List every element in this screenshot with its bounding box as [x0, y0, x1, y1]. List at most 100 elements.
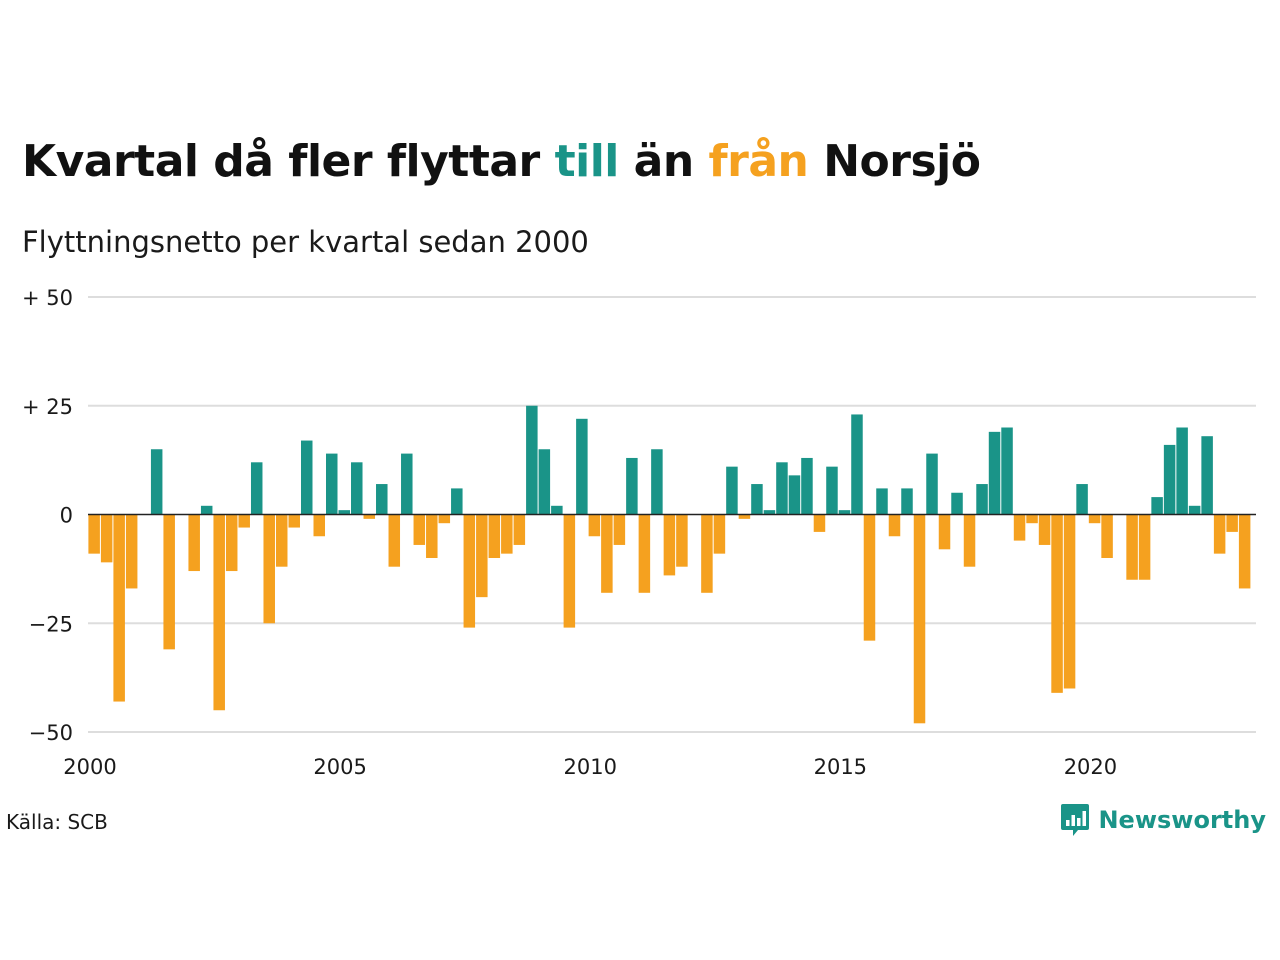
chart-subtitle: Flyttningsnetto per kvartal sedan 2000: [22, 225, 589, 259]
bar: [225, 514, 238, 572]
bar: [763, 510, 776, 515]
y-tick-label: 0: [60, 504, 73, 528]
bar: [488, 514, 501, 558]
bar: [1126, 514, 1138, 580]
bar: [913, 514, 926, 724]
bar: [163, 514, 175, 650]
bar: [1013, 514, 1026, 541]
bar: [863, 514, 876, 641]
bar: [551, 505, 563, 515]
y-axis-labels: −50 −25 0 + 25 + 50: [22, 286, 73, 745]
bar: [676, 514, 688, 567]
y-tick-label: + 25: [22, 395, 73, 419]
bar: [563, 514, 576, 628]
bar: [526, 405, 538, 515]
bar: [1026, 514, 1038, 524]
bar: [1138, 514, 1151, 580]
bar: [275, 514, 288, 567]
bar: [1001, 427, 1013, 515]
bar: [288, 514, 300, 528]
bar: [388, 514, 401, 567]
bar: [351, 462, 363, 515]
bar: [1038, 514, 1051, 545]
bar: [888, 514, 901, 537]
bar: [250, 462, 263, 515]
bar: [451, 488, 463, 515]
title-fran: från: [708, 136, 809, 187]
bar: [300, 440, 313, 515]
bar: [713, 514, 726, 554]
x-tick-label: 2015: [814, 755, 867, 779]
bar: [576, 418, 588, 515]
bar: [413, 514, 426, 545]
title-till: till: [554, 136, 620, 187]
chart-title: Kvartal då fler flyttar till än från Nor…: [22, 134, 981, 190]
bar: [938, 514, 951, 550]
bar: [326, 453, 338, 515]
y-tick-label: + 50: [22, 286, 73, 310]
bar: [801, 457, 813, 515]
bar: [926, 453, 938, 515]
bar: [1101, 514, 1113, 558]
bar: [601, 514, 613, 593]
x-tick-label: 2000: [63, 755, 116, 779]
bar: [1076, 484, 1088, 515]
bar: [401, 453, 413, 515]
brand-name: Newsworthy: [1098, 806, 1266, 834]
x-axis-labels: 2000 2005 2010 2015 2020: [63, 755, 1117, 779]
bar: [813, 514, 826, 532]
bar: [1201, 436, 1213, 515]
bar: [851, 414, 863, 515]
source-note: Källa: SCB: [6, 810, 108, 834]
bar: [988, 431, 1001, 515]
bar: [263, 514, 275, 624]
title-part-3: Norsjö: [808, 136, 981, 187]
bar: [438, 514, 451, 524]
bar: [901, 488, 913, 515]
bar: [213, 514, 225, 711]
bar: [188, 514, 200, 572]
bars: [88, 405, 1251, 724]
bar-chart: −50 −25 0 + 25 + 50 2000 2005 2010 2015 2020: [22, 286, 1256, 779]
bar: [100, 514, 113, 563]
bar: [238, 514, 250, 528]
bar: [701, 514, 713, 593]
bar: [150, 449, 163, 515]
bar: [1226, 514, 1238, 532]
bar: [963, 514, 976, 567]
bar: [826, 466, 838, 515]
bar: [426, 514, 438, 558]
bar: [626, 457, 638, 515]
bar: [538, 449, 551, 515]
bar: [663, 514, 676, 576]
bar: [376, 484, 388, 515]
x-tick-label: 2010: [563, 755, 616, 779]
x-tick-label: 2005: [313, 755, 366, 779]
title-part-2: än: [618, 136, 709, 187]
bar: [838, 510, 851, 515]
bar: [1151, 497, 1163, 515]
bar: [726, 466, 738, 515]
bar: [1063, 514, 1076, 689]
bar: [363, 514, 376, 519]
bar: [200, 505, 213, 515]
y-tick-label: −25: [29, 612, 73, 636]
bar: [1088, 514, 1101, 524]
bar: [951, 492, 963, 515]
bar: [738, 514, 751, 519]
bar: [638, 514, 651, 593]
bar: [476, 514, 488, 598]
bar: [651, 449, 663, 515]
bar: [1213, 514, 1226, 554]
bar: [113, 514, 125, 702]
bar: [463, 514, 476, 628]
bar: [1051, 514, 1063, 693]
x-tick-label: 2020: [1064, 755, 1117, 779]
bar: [338, 510, 351, 515]
bar: [1176, 427, 1188, 515]
title-part-1: Kvartal då fler flyttar: [22, 136, 555, 187]
bar: [776, 462, 788, 515]
bar: [1188, 505, 1201, 515]
bar: [88, 514, 100, 554]
bar: [876, 488, 888, 515]
